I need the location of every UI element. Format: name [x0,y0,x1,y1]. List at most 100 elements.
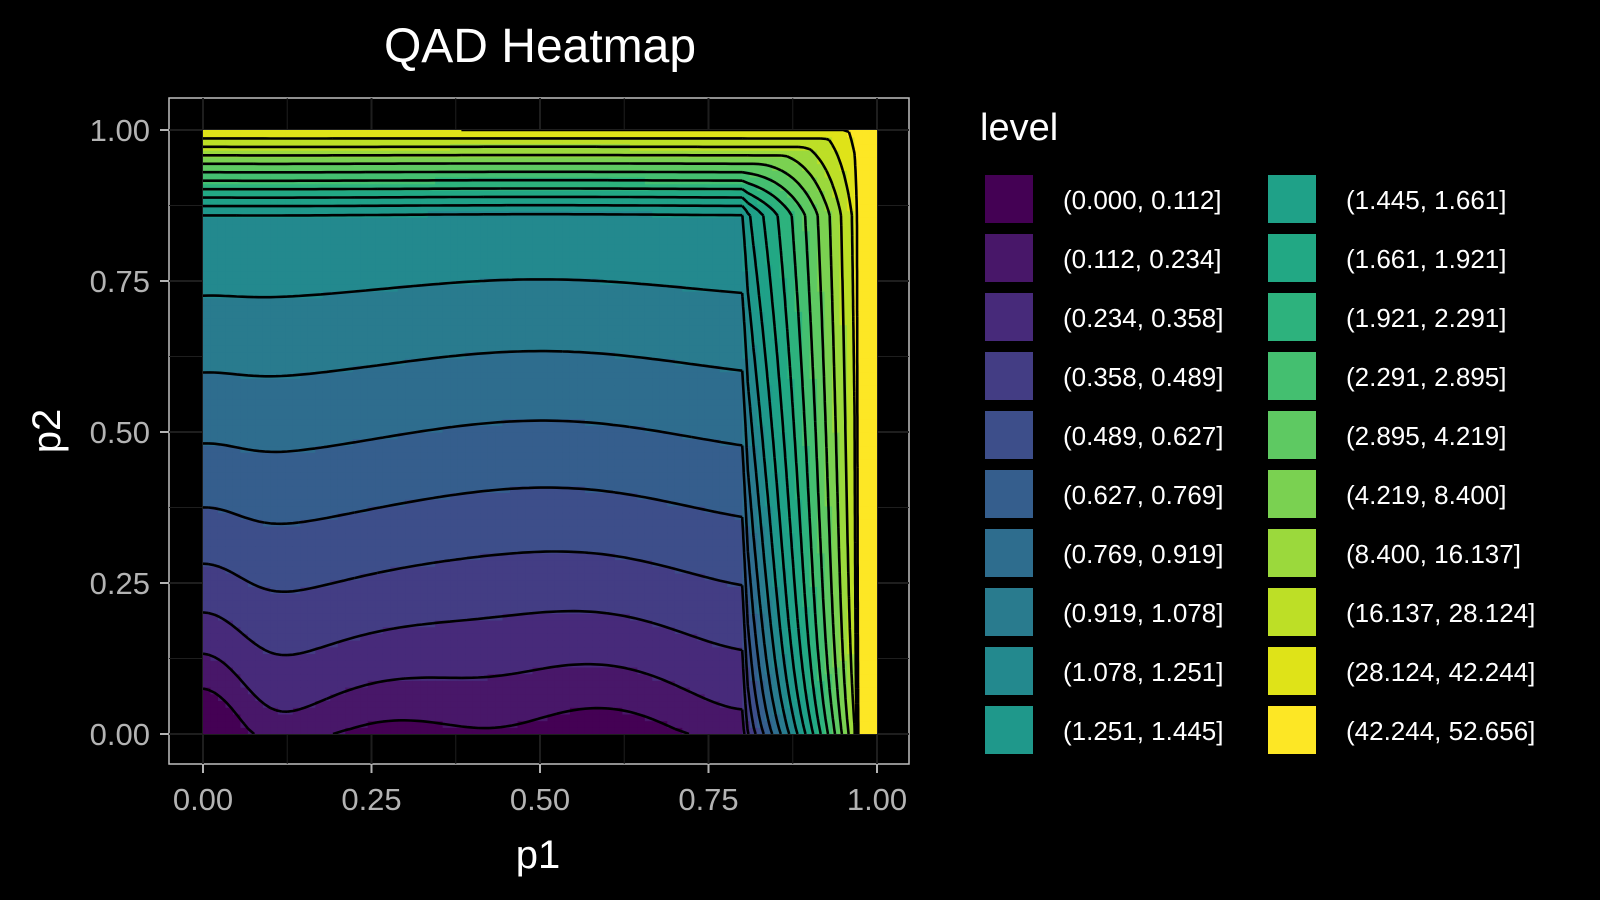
heatmap-cell [442,264,451,272]
heatmap-cell [607,411,616,420]
heatmap-cell [337,465,346,473]
heatmap-cell [472,485,481,493]
heatmap-cell [502,525,511,534]
heatmap-cell [457,438,466,447]
heatmap-cell [525,660,534,668]
heatmap-cell [525,559,534,567]
heatmap-cell [495,136,504,145]
heatmap-cell [390,344,399,353]
heatmap-cell [495,217,504,225]
heatmap-cell [495,559,504,567]
heatmap-cell [337,499,346,507]
heatmap-cell [569,378,579,386]
heatmap-cell [405,586,414,594]
heatmap-cell [510,411,519,420]
heatmap-cell [577,378,586,386]
heatmap-cell [599,619,608,628]
heatmap-cell [569,472,579,480]
heatmap-cell [584,331,594,339]
heatmap-cell [382,130,391,138]
heatmap-cell [577,317,586,326]
heatmap-cell [277,217,286,225]
heatmap-cell [203,499,212,507]
heatmap-cell [435,237,444,245]
heatmap-cell [495,391,504,400]
heatmap-cell [232,364,242,373]
heatmap-cell [502,640,511,648]
heatmap-cell [480,250,489,259]
heatmap-cell [450,707,459,715]
heatmap-cell [225,559,234,567]
heatmap-cell [577,505,586,514]
heatmap-cell [472,304,481,312]
heatmap-cell [584,552,594,561]
heatmap-cell [427,358,436,366]
heatmap-cell [405,331,414,339]
heatmap-cell [540,546,549,554]
heatmap-cell [450,391,459,400]
heatmap-cell [412,405,421,413]
heatmap-cell [562,465,571,473]
heatmap-cell [405,150,414,158]
heatmap-cell [502,680,511,688]
heatmap-cell [435,270,444,279]
heatmap-cell [360,619,369,628]
heatmap-cell [367,613,376,621]
heatmap-cell [427,371,436,379]
heatmap-cell [510,546,519,554]
heatmap-cell [292,445,301,453]
heatmap-cell [315,277,324,285]
heatmap-cell [322,478,331,487]
heatmap-cell [255,713,264,722]
heatmap-cell [525,687,534,695]
heatmap-cell [210,230,219,238]
heatmap-cell [345,519,354,527]
heatmap-cell [427,411,436,420]
heatmap-cell [397,338,406,346]
heatmap-cell [480,559,489,567]
heatmap-cell [322,566,331,574]
heatmap-cell [285,452,294,460]
heatmap-cell [540,512,549,520]
heatmap-cell [554,344,564,353]
heatmap-cell [510,606,519,614]
heatmap-cell [420,230,429,238]
heatmap-cell [412,358,421,366]
heatmap-cell [569,640,579,648]
heatmap-cell [435,250,444,259]
heatmap-cell [232,633,242,641]
heatmap-cell [442,552,451,561]
heatmap-cell [562,391,571,400]
heatmap-cell [420,190,429,198]
heatmap-cell [502,646,511,655]
heatmap-cell [584,338,594,346]
heatmap-cell [322,586,331,594]
heatmap-cell [390,619,399,628]
heatmap-cell [217,619,227,628]
heatmap-cell [450,264,459,272]
heatmap-cell [315,472,324,480]
heatmap-cell [247,418,257,426]
heatmap-cell [262,593,271,601]
heatmap-cell [554,405,564,413]
heatmap-cell [472,458,481,467]
heatmap-cell [315,680,324,688]
heatmap-cell [307,499,316,507]
heatmap-cell [554,626,564,634]
heatmap-cell [412,640,421,648]
heatmap-cell [337,579,346,587]
heatmap-cell [307,297,316,306]
heatmap-cell [525,324,534,332]
heatmap-cell [435,499,444,507]
heatmap-cell [307,713,316,722]
heatmap-cell [277,250,286,259]
heatmap-cell [247,660,257,668]
heatmap-cell [412,579,421,587]
heatmap-cell [607,136,616,145]
heatmap-cell [262,539,271,547]
heatmap-cell [240,472,249,480]
heatmap-cell [315,170,324,178]
heatmap-cell [203,666,212,675]
heatmap-cell [397,713,406,722]
heatmap-cell [360,250,369,259]
